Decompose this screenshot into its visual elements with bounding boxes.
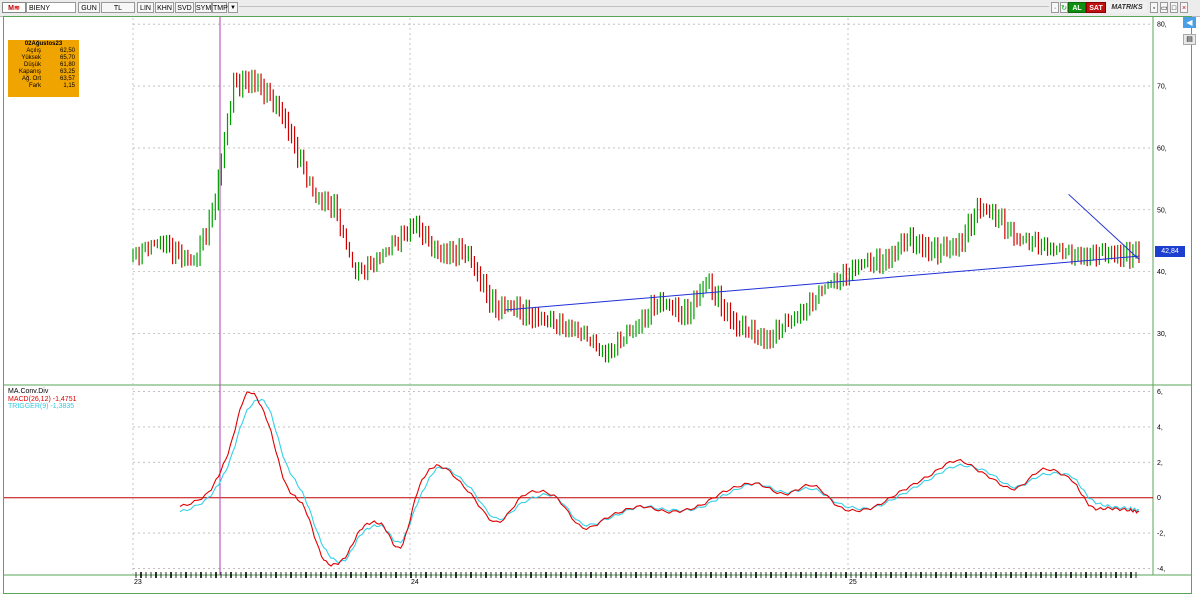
period-button[interactable]: GUN — [78, 2, 100, 13]
price-tick-label: 70, — [1157, 84, 1167, 91]
trigger-value: -1,3835 — [50, 403, 75, 410]
trend-line — [1068, 193, 1140, 260]
ohlc-value: 62,50 — [59, 48, 75, 54]
ohlc-date: 02Ağustos23 — [24, 41, 63, 47]
ohlc-label: Açılış — [26, 48, 41, 54]
linear-scale-button[interactable]: LIN — [137, 2, 154, 13]
price-tick-label: 30, — [1157, 331, 1167, 338]
indicator-title: MA.Conv.Div — [8, 388, 49, 395]
trigger-label: TRIGGER(9) — [8, 403, 49, 410]
ohlc-row-vwap: Ağ. Ort 63,57 — [8, 76, 79, 83]
macd-value: -1,4751 — [52, 395, 77, 403]
time-tick-label: 23 — [134, 579, 142, 586]
symbol-field[interactable]: BIENY — [26, 2, 76, 13]
chart-frame — [3, 16, 1192, 594]
indicator-legend: MA.Conv.Div MACD(26,12) -1,4751 TRIGGER(… — [8, 388, 77, 411]
dropdown-icon[interactable]: ▼ — [228, 2, 238, 13]
svd-button[interactable]: SVD — [175, 2, 194, 13]
share-icon[interactable]: ◀ — [1183, 17, 1196, 28]
template-button[interactable]: TMP — [212, 2, 228, 13]
macd-tick-label: 4, — [1157, 424, 1163, 431]
ohlc-row-change: Fark 1,15 — [8, 83, 79, 90]
macd-tick-label: 2, — [1157, 460, 1163, 467]
menu-icon[interactable]: ▤ — [1183, 34, 1196, 45]
symbol-text: BIENY — [29, 5, 51, 12]
ohlc-value: 63,25 — [59, 69, 75, 75]
price-tick-label: 60, — [1157, 145, 1167, 152]
sell-button[interactable]: SAT — [1086, 2, 1106, 13]
ohlc-row-high: Yüksek 65,70 — [8, 55, 79, 62]
logo-text: M — [8, 5, 14, 12]
ohlc-info-box: 02Ağustos23 Açılış 62,50 Yüksek 65,70 Düşü… — [8, 40, 79, 97]
pin-icon[interactable]: · — [1051, 2, 1059, 13]
ohlc-label: Kapanış — [18, 69, 41, 75]
macd-legend: MACD(26,12) -1,4751 — [8, 396, 77, 404]
time-tick-label: 24 — [411, 579, 419, 586]
close-icon[interactable]: × — [1180, 2, 1188, 13]
toolbar: M≋ BIENY GUN TL LIN KHN SVD SYM TMP ▼ · … — [0, 0, 1200, 17]
last-price-tag: 42,84 — [1155, 246, 1185, 257]
symbol-button[interactable]: SYM — [195, 2, 212, 13]
ohlc-value: 63,57 — [59, 76, 75, 82]
minimize-icon[interactable]: ▫ — [1150, 2, 1158, 13]
kahin-button[interactable]: KHN — [155, 2, 174, 13]
ohlc-value: 65,70 — [59, 55, 75, 61]
app-logo[interactable]: M≋ — [2, 2, 26, 13]
refresh-icon[interactable]: ↻ — [1060, 2, 1068, 13]
price-tick-label: 50, — [1157, 207, 1167, 214]
macd-tick-label: 0 — [1157, 495, 1161, 502]
ohlc-row-close: Kapanış 63,25 — [8, 69, 79, 76]
macd-tick-label: -4, — [1157, 566, 1165, 573]
ohlc-label: Fark — [29, 83, 41, 89]
trigger-legend: TRIGGER(9) -1,3835 — [8, 403, 77, 411]
price-tick-label: 80, — [1157, 22, 1167, 29]
side-controls: ◀ ▤ — [1183, 17, 1198, 47]
ohlc-value: 61,80 — [59, 62, 75, 68]
ohlc-label: Yüksek — [21, 55, 41, 61]
buy-button[interactable]: AL — [1068, 2, 1086, 13]
ohlc-row-low: Düşük 61,80 — [8, 62, 79, 69]
macd-tick-label: -2, — [1157, 531, 1165, 538]
trend-line — [505, 255, 1140, 311]
ohlc-value: 1,15 — [63, 83, 75, 89]
macd-tick-label: 6, — [1157, 389, 1163, 396]
toolbar-divider — [239, 6, 1049, 7]
trigger-line — [179, 398, 1140, 564]
ohlc-label: Ağ. Ort — [21, 76, 41, 82]
restore-icon[interactable]: ▭ — [1160, 2, 1168, 13]
price-tick-label: 40, — [1157, 269, 1167, 276]
chart-icon: ≋ — [13, 5, 20, 12]
macd-label: MACD(26,12) — [8, 395, 51, 403]
time-tick-label: 25 — [849, 579, 857, 586]
maximize-icon[interactable]: □ — [1170, 2, 1178, 13]
ohlc-label: Düşük — [23, 62, 41, 68]
currency-button[interactable]: TL — [101, 2, 135, 13]
macd-line — [179, 391, 1140, 567]
ohlc-row-open: Açılış 62,50 — [8, 48, 79, 55]
brand-logo: MATRIKS — [1107, 2, 1147, 13]
